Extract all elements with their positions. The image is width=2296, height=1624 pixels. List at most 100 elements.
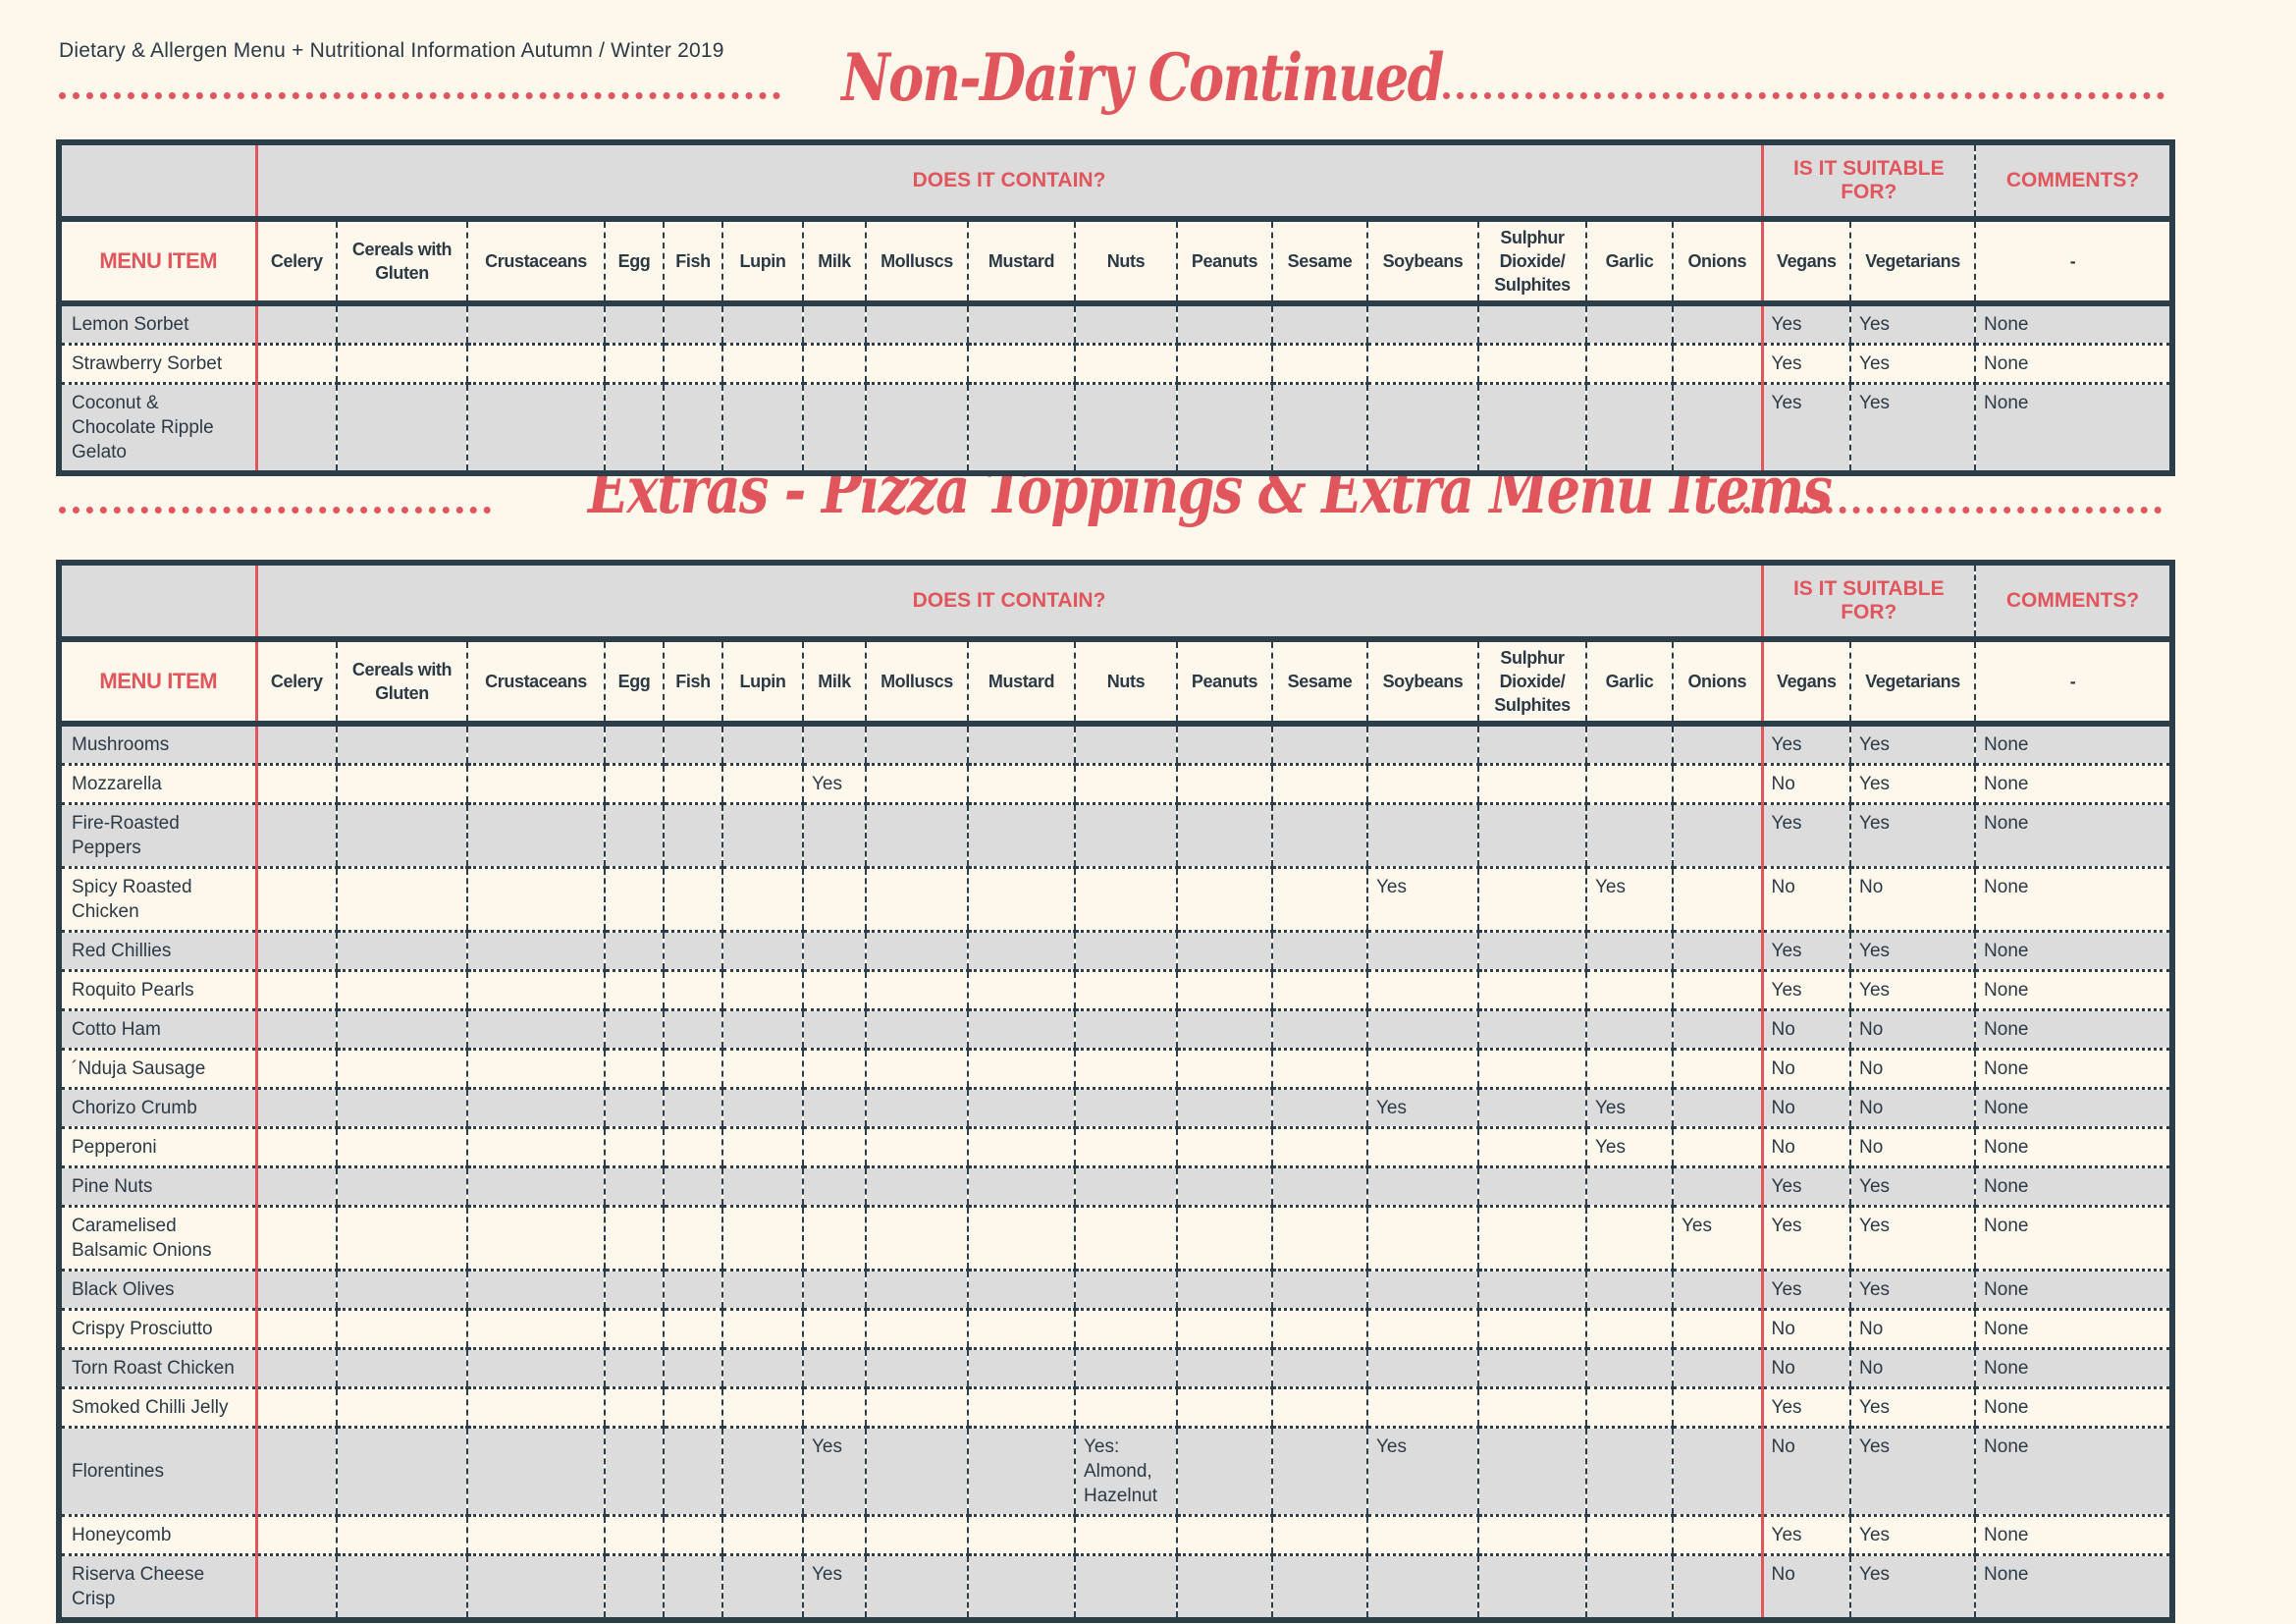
table-row: Florentines Yes Yes: Almond, Hazelnut Yes No… <box>59 1426 2173 1516</box>
cell-vegans: Yes <box>1760 930 1851 971</box>
cell-fish <box>663 930 722 971</box>
cell-soybeans <box>1366 1008 1478 1050</box>
table-row: Spicy Roasted Chicken Yes Yes No No None <box>59 866 2173 932</box>
cell-nuts <box>1074 1126 1177 1167</box>
cell-onions <box>1671 1269 1763 1310</box>
cell-vegetarians: No <box>1849 1008 1976 1050</box>
table-row: Chorizo Crumb Yes Yes No No None <box>59 1087 2173 1128</box>
cell-molluscs <box>865 866 968 932</box>
cell-comments: None <box>1974 724 2173 765</box>
cell-onions <box>1671 866 1763 932</box>
column-header-garlic: Garlic <box>1585 219 1673 306</box>
cell-fish <box>663 1347 722 1388</box>
column-header-milk: Milk <box>802 219 866 306</box>
cell-molluscs <box>865 382 968 473</box>
cell-nuts <box>1074 1205 1177 1271</box>
cell-lupin <box>721 303 803 345</box>
cell-sulphur-dioxide-sulphites <box>1477 1205 1586 1271</box>
column-header-crustaceans: Crustaceans <box>466 219 605 306</box>
cell-milk <box>802 1165 866 1207</box>
cell-peanuts <box>1176 763 1272 804</box>
cell-mustard <box>967 930 1075 971</box>
cell-soybeans <box>1366 1126 1478 1167</box>
menu-item-name: Spicy Roasted Chicken <box>59 866 256 932</box>
cell-comments: None <box>1974 1426 2173 1516</box>
header-comments: COMMENTS? <box>1974 563 2173 642</box>
cell-sulphur-dioxide-sulphites <box>1477 1008 1586 1050</box>
cell-sulphur-dioxide-sulphites <box>1477 1308 1586 1349</box>
cell-molluscs <box>865 930 968 971</box>
cell-crustaceans <box>466 1205 605 1271</box>
cell-vegetarians: Yes <box>1849 1553 1976 1620</box>
cell-sulphur-dioxide-sulphites <box>1477 930 1586 971</box>
document-title: Dietary & Allergen Menu + Nutritional In… <box>59 39 724 62</box>
cell-onions <box>1671 382 1763 473</box>
cell-nuts <box>1074 1553 1177 1620</box>
cell-sesame <box>1271 1308 1367 1349</box>
cell-peanuts <box>1176 1269 1272 1310</box>
table-row: Honeycomb Yes Yes None <box>59 1514 2173 1555</box>
cell-molluscs <box>865 303 968 345</box>
cell-fish <box>663 1553 722 1620</box>
cell-sesame <box>1271 1386 1367 1428</box>
cell-vegans: No <box>1760 1126 1851 1167</box>
cell-molluscs <box>865 343 968 384</box>
menu-item-name: Strawberry Sorbet <box>59 343 256 384</box>
column-header-onions: Onions <box>1671 219 1763 306</box>
cell-sesame <box>1271 1126 1367 1167</box>
cell-celery <box>254 303 337 345</box>
cell-cereals-with-gluten <box>336 930 467 971</box>
cell-soybeans <box>1366 930 1478 971</box>
menu-item-name: Chorizo Crumb <box>59 1087 256 1128</box>
cell-egg <box>604 1008 664 1050</box>
cell-crustaceans <box>466 763 605 804</box>
cell-cereals-with-gluten <box>336 382 467 473</box>
cell-celery <box>254 866 337 932</box>
cell-molluscs <box>865 802 968 868</box>
cell-soybeans <box>1366 969 1478 1010</box>
section-title-non-dairy: Non-Dairy Continued <box>841 39 1444 116</box>
table-row: Fire-Roasted Peppers Yes Yes None <box>59 802 2173 868</box>
cell-soybeans <box>1366 802 1478 868</box>
cell-milk <box>802 1205 866 1271</box>
cell-vegans: No <box>1760 1308 1851 1349</box>
table-row: Crispy Prosciutto No No None <box>59 1308 2173 1349</box>
cell-lupin <box>721 763 803 804</box>
cell-fish <box>663 382 722 473</box>
cell-sesame <box>1271 1205 1367 1271</box>
header-blank <box>59 142 256 222</box>
cell-egg <box>604 1553 664 1620</box>
cell-egg <box>604 343 664 384</box>
cell-peanuts <box>1176 303 1272 345</box>
cell-molluscs <box>865 969 968 1010</box>
cell-soybeans <box>1366 1269 1478 1310</box>
cell-soybeans <box>1366 1347 1478 1388</box>
cell-onions <box>1671 1347 1763 1388</box>
cell-milk <box>802 1126 866 1167</box>
cell-sesame <box>1271 930 1367 971</box>
column-header-cereals-with-gluten: Cereals with Gluten <box>336 639 467 727</box>
cell-soybeans <box>1366 1553 1478 1620</box>
cell-vegans: Yes <box>1760 1165 1851 1207</box>
cell-soybeans <box>1366 343 1478 384</box>
cell-cereals-with-gluten <box>336 1165 467 1207</box>
cell-mustard <box>967 1553 1075 1620</box>
cell-cereals-with-gluten <box>336 969 467 1010</box>
cell-vegetarians: Yes <box>1849 343 1976 384</box>
cell-peanuts <box>1176 1426 1272 1516</box>
cell-celery <box>254 802 337 868</box>
cell-vegans: Yes <box>1760 969 1851 1010</box>
cell-sesame <box>1271 343 1367 384</box>
cell-comments: None <box>1974 382 2173 473</box>
allergen-table-extras: DOES IT CONTAIN? IS IT SUITABLE FOR? COMME… <box>56 560 2176 1623</box>
cell-cereals-with-gluten <box>336 1347 467 1388</box>
cell-garlic <box>1585 1269 1673 1310</box>
dotted-divider <box>1443 92 2164 99</box>
cell-vegans: No <box>1760 1347 1851 1388</box>
cell-peanuts <box>1176 969 1272 1010</box>
cell-egg <box>604 969 664 1010</box>
cell-crustaceans <box>466 1048 605 1089</box>
cell-peanuts <box>1176 343 1272 384</box>
cell-celery <box>254 1205 337 1271</box>
cell-garlic <box>1585 1165 1673 1207</box>
